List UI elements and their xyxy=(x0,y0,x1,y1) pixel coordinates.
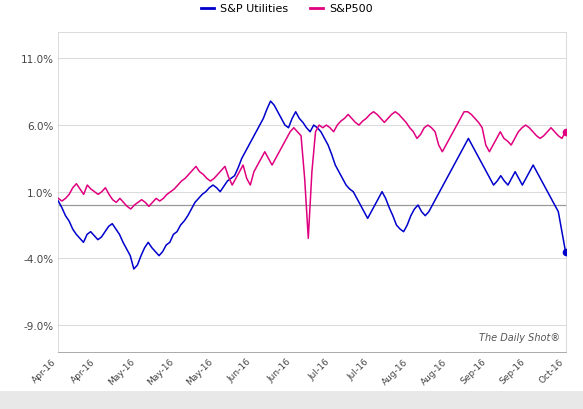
Text: The Daily Shot®: The Daily Shot® xyxy=(479,332,560,342)
Legend: S&P Utilities, S&P500: S&P Utilities, S&P500 xyxy=(196,0,377,19)
